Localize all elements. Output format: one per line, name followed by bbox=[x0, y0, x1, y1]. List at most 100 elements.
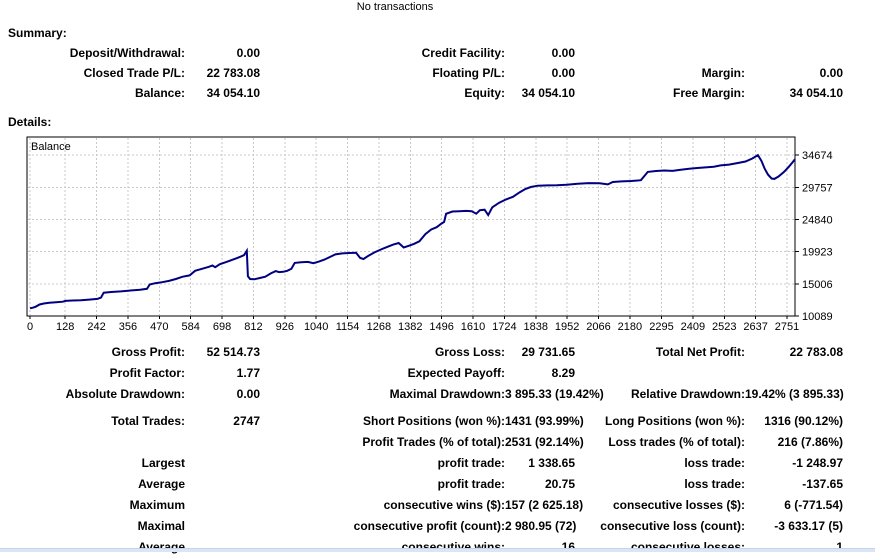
stat-label: Free Margin: bbox=[672, 86, 745, 100]
stat-value: -3 633.17 (5) bbox=[774, 518, 843, 533]
table-row: Maximal consecutive profit (count): 2 980.… bbox=[0, 515, 843, 536]
table-row: Deposit/Withdrawal: 0.00 Credit Facility: 0… bbox=[0, 43, 843, 63]
stat-label: Loss trades (% of total): bbox=[608, 434, 745, 449]
table-row: Maximum consecutive wins ($): 157 (2 625.1… bbox=[0, 494, 843, 515]
x-tick-label: 2751 bbox=[775, 321, 799, 333]
x-tick-label: 1040 bbox=[304, 321, 328, 333]
stat-label: Short Positions (won %): bbox=[363, 413, 505, 428]
table-row: Total Trades: 2747 Short Positions (won %)… bbox=[0, 410, 843, 431]
stat-value: -1 248.97 bbox=[792, 455, 843, 470]
stat-value: 1 338.65 bbox=[528, 455, 575, 470]
stat-label: Deposit/Withdrawal: bbox=[69, 46, 185, 60]
stat-value: 52 514.73 bbox=[206, 344, 260, 359]
x-tick-label: 242 bbox=[87, 321, 105, 333]
stat-label: loss trade: bbox=[684, 476, 745, 491]
stat-label: loss trade: bbox=[684, 455, 745, 470]
stat-label: profit trade: bbox=[437, 455, 505, 470]
stat-value: 2531 (92.14%) bbox=[505, 434, 584, 449]
x-tick-label: 926 bbox=[276, 321, 294, 333]
y-tick-label: 34674 bbox=[802, 150, 833, 162]
table-row: Balance: 34 054.10 Equity: 34 054.10 Free Ma… bbox=[0, 83, 843, 103]
stat-label: Maximal Drawdown: bbox=[389, 386, 505, 401]
chart-plot-area bbox=[26, 136, 796, 317]
stat-value: 216 (7.86%) bbox=[777, 434, 843, 449]
stat-value: 1.77 bbox=[236, 365, 260, 380]
table-row: Average consecutive wins: 16 consecutive lo… bbox=[0, 536, 843, 557]
stat-label: profit trade: bbox=[437, 476, 505, 491]
details-section-title: Details: bbox=[8, 115, 52, 129]
balance-curve bbox=[29, 153, 796, 310]
table-row: Profit Trades (% of total): 2531 (92.14%)… bbox=[0, 431, 843, 452]
stat-label: consecutive losses ($): bbox=[612, 497, 745, 512]
stat-label: Relative Drawdown: bbox=[630, 386, 745, 401]
stat-value: 8.29 bbox=[551, 365, 575, 380]
stat-value: 0.00 bbox=[551, 66, 575, 80]
stat-value: 19.42% (3 895.33) bbox=[745, 386, 844, 401]
stat-label: Maximal bbox=[137, 518, 185, 533]
x-tick-label: 1610 bbox=[461, 321, 485, 333]
stat-label: Gross Loss: bbox=[434, 344, 505, 359]
stat-value: 34 054.10 bbox=[789, 86, 843, 100]
x-tick-label: 1268 bbox=[367, 321, 391, 333]
stat-label: Largest bbox=[141, 455, 185, 470]
details-table: Gross Profit: 52 514.73 Gross Loss: 29 731.… bbox=[0, 341, 844, 557]
y-tick-label: 29757 bbox=[802, 182, 833, 194]
x-tick-label: 698 bbox=[213, 321, 231, 333]
x-tick-label: 356 bbox=[119, 321, 137, 333]
summary-table: Deposit/Withdrawal: 0.00 Credit Facility: 0… bbox=[0, 43, 843, 103]
x-tick-label: 2523 bbox=[712, 321, 736, 333]
x-tick-label: 470 bbox=[150, 321, 168, 333]
stat-value: 1 bbox=[836, 539, 843, 554]
table-row: Closed Trade P/L: 22 783.08 Floating P/L: 0… bbox=[0, 63, 843, 83]
x-tick-label: 1154 bbox=[336, 321, 360, 333]
stat-label: Floating P/L: bbox=[432, 66, 505, 80]
transactions-status: No transactions bbox=[356, 1, 434, 13]
y-tick-label: 10089 bbox=[802, 311, 833, 323]
stat-value: 0.00 bbox=[236, 386, 260, 401]
stat-label: Equity: bbox=[464, 86, 505, 100]
stat-label: Balance: bbox=[134, 86, 185, 100]
x-tick-label: 584 bbox=[182, 321, 200, 333]
table-row: Profit Factor: 1.77 Expected Payoff: 8.29 bbox=[0, 362, 843, 383]
stat-label: Absolute Drawdown: bbox=[65, 386, 185, 401]
stat-value: 157 (2 625.18) bbox=[505, 497, 584, 512]
stat-label: Expected Payoff: bbox=[407, 365, 505, 380]
stat-value: 34 054.10 bbox=[206, 86, 260, 100]
stat-label: Gross Profit: bbox=[111, 344, 185, 359]
stat-value: 0.00 bbox=[551, 46, 575, 60]
table-row: Absolute Drawdown: 0.00 Maximal Drawdown: 3… bbox=[0, 383, 844, 404]
stat-label: Long Positions (won %): bbox=[605, 413, 745, 428]
stat-value: 1316 (90.12%) bbox=[764, 413, 843, 428]
stat-label: Margin: bbox=[701, 66, 745, 80]
table-row: Largest profit trade: 1 338.65 loss trade: -… bbox=[0, 452, 843, 473]
x-tick-label: 128 bbox=[56, 321, 74, 333]
stat-value: 6 (-771.54) bbox=[784, 497, 843, 512]
y-tick-label: 19923 bbox=[802, 247, 833, 259]
stat-value: 3 895.33 (19.42%) bbox=[505, 386, 604, 401]
stat-label: consecutive profit (count): bbox=[353, 518, 505, 533]
x-tick-label: 2409 bbox=[681, 321, 705, 333]
stat-label: Total Trades: bbox=[111, 413, 185, 428]
x-tick-label: 2637 bbox=[743, 321, 767, 333]
table-row: Gross Profit: 52 514.73 Gross Loss: 29 731.… bbox=[0, 341, 843, 362]
table-row: Average profit trade: 20.75 loss trade: -137… bbox=[0, 473, 843, 494]
stat-label: Total Net Profit: bbox=[655, 344, 745, 359]
stat-value: 22 783.08 bbox=[206, 66, 260, 80]
stat-label: consecutive wins ($): bbox=[383, 497, 505, 512]
stat-label: Credit Facility: bbox=[421, 46, 505, 60]
stat-value: 22 783.08 bbox=[789, 344, 843, 359]
stat-value: 1431 (93.99%) bbox=[505, 413, 584, 428]
x-tick-label: 1724 bbox=[492, 321, 516, 333]
stat-value: 0.00 bbox=[819, 66, 843, 80]
x-tick-label: 812 bbox=[244, 321, 262, 333]
balance-chart: 0 128 242 356 470 584 698 812 926 1040 1154 1268 138… bbox=[26, 136, 833, 333]
y-tick-label: 15006 bbox=[802, 279, 833, 291]
summary-section-title: Summary: bbox=[8, 26, 67, 40]
y-tick-label: 24840 bbox=[802, 214, 833, 226]
stat-value: 2747 bbox=[233, 413, 260, 428]
x-tick-label: 1496 bbox=[429, 321, 453, 333]
chart-legend-label: Balance bbox=[31, 141, 71, 153]
stat-value: 0.00 bbox=[236, 46, 260, 60]
stat-label: Maximum bbox=[129, 497, 185, 512]
stat-label: Closed Trade P/L: bbox=[83, 66, 185, 80]
